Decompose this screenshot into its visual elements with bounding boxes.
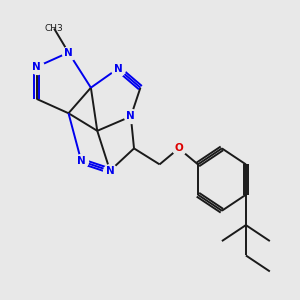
Text: N: N <box>126 111 135 122</box>
Text: N: N <box>106 166 114 176</box>
Text: N: N <box>114 64 122 74</box>
Text: CH3: CH3 <box>45 24 64 33</box>
Text: N: N <box>32 62 41 72</box>
Text: O: O <box>174 143 183 153</box>
Text: N: N <box>64 47 73 58</box>
Text: N: N <box>77 156 86 166</box>
